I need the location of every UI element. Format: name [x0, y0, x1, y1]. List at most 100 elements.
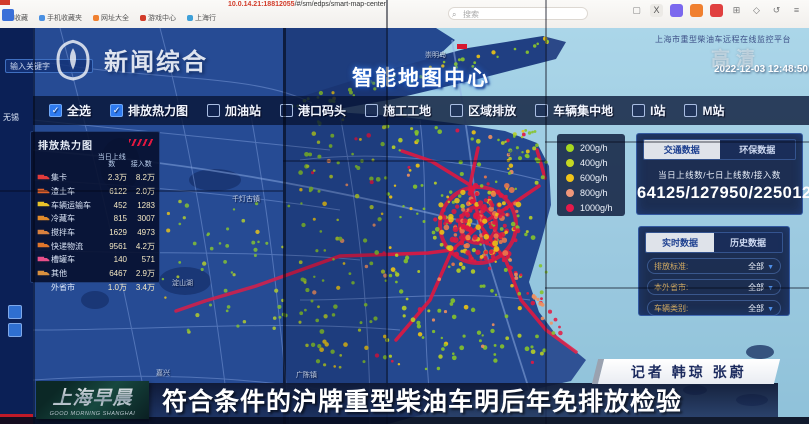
truck-icon: [35, 174, 51, 182]
diamond-icon[interactable]: ◇: [753, 5, 760, 15]
tab-环保数据[interactable]: 环保数据: [719, 140, 795, 159]
bookmark-icon: [93, 15, 99, 21]
filter-港口码头[interactable]: 港口码头: [280, 102, 346, 119]
reader-mode-icon[interactable]: ▢: [632, 5, 641, 15]
heat-ring-outer: [438, 185, 518, 265]
chevron-down-icon: ▼: [767, 305, 774, 313]
checkbox-icon[interactable]: [365, 104, 379, 117]
channel-logo-icon: [56, 39, 90, 81]
map-scale-label: 400: [508, 149, 522, 158]
truck-icon: [35, 242, 51, 251]
emission-legend: 200g/h 400g/h 600g/h 800g/h 1000g/h: [557, 134, 625, 216]
filter-M站[interactable]: M站: [684, 102, 724, 119]
checkbox-icon[interactable]: [535, 104, 549, 117]
legend-item: 200g/h: [566, 140, 625, 155]
legend-item: 1000g/h: [566, 200, 625, 215]
map-center-title: 智能地图中心: [352, 67, 490, 90]
vehicle-row-渣土车[interactable]: 渣土车 6122 2.0万: [35, 185, 156, 199]
island-marker: [457, 44, 467, 49]
truck-icon: [35, 215, 51, 223]
legend-swatch: [566, 188, 574, 197]
extension-shield-icon[interactable]: [690, 4, 703, 17]
filter-I站[interactable]: I站: [632, 102, 665, 119]
checkbox-icon[interactable]: ✓: [49, 104, 62, 117]
vehicle-row-搅拌车[interactable]: 搅拌车 1629 4973: [35, 226, 156, 240]
checkbox-icon[interactable]: [450, 104, 464, 117]
vehicle-row-冷藏车[interactable]: 冷藏车 815 3007: [35, 212, 156, 226]
vehicle-row-外省市[interactable]: 外省市 1.0万 3.4万: [51, 282, 155, 292]
bookmark-icon: [187, 15, 193, 21]
vehicle-row-槽罐车[interactable]: 槽罐车 140 571: [35, 253, 156, 267]
browser-search-box[interactable]: 搜索: [448, 7, 588, 21]
dropdown-排放标准:[interactable]: 排放标准: 全部 ▼: [647, 258, 781, 274]
truck-icon: [35, 188, 51, 196]
bookmark-item[interactable]: 上海行: [187, 13, 216, 23]
filter-施工工地[interactable]: 施工工地: [365, 102, 431, 119]
vehicle-row-快递物流[interactable]: 快递物流 9561 4.2万: [35, 239, 156, 253]
map-label-广陈镇: 广陈镇: [296, 372, 317, 379]
legend-swatch: [566, 173, 574, 182]
checkbox-icon[interactable]: [684, 104, 698, 117]
bookmark-item[interactable]: 游戏中心: [140, 13, 176, 23]
legend-swatch: [566, 143, 574, 152]
truck-icon: [35, 256, 51, 264]
datetime-label: 2022-12-03 12:48:50: [714, 64, 808, 75]
chongming-island: [287, 36, 566, 112]
city-label: 无锡: [3, 113, 19, 122]
tab-实时数据[interactable]: 实时数据: [646, 233, 714, 252]
legend-swatch: [566, 158, 574, 167]
extension-purple-icon[interactable]: [670, 4, 683, 17]
vehicle-row-其他[interactable]: 其他 6467 2.9万: [35, 267, 156, 281]
tab-历史数据[interactable]: 历史数据: [714, 233, 782, 252]
checkbox-icon[interactable]: [632, 104, 646, 117]
show-logo-cn: 上海早晨: [52, 383, 132, 410]
layer-filter-bar: ✓ 全选 ✓ 排放热力图 加油站 港口码头 施工工地 区域排放 车辆集中地 I站 M站: [33, 96, 809, 125]
dropdown-本外省市:[interactable]: 本外省市: 全部 ▼: [647, 279, 781, 295]
traffic-caption: 当日上线数/七日上线数/接入数: [658, 170, 781, 180]
filter-全选[interactable]: ✓ 全选: [49, 102, 91, 119]
checkbox-icon[interactable]: ✓: [110, 104, 124, 117]
bookmark-item[interactable]: 手机收藏夹: [39, 13, 82, 23]
filter-车辆集中地[interactable]: 车辆集中地: [535, 102, 613, 119]
filter-区域排放[interactable]: 区域排放: [450, 102, 516, 119]
hd-badge: 高清: [711, 49, 762, 70]
address-bar[interactable]: 10.0.14.21:18812055/#/sm/edps/smart-map-…: [228, 1, 386, 8]
mainland: [33, 28, 586, 424]
taskbar-app-icon[interactable]: [2, 9, 14, 21]
map-zoom-out-button[interactable]: [8, 323, 22, 337]
adjacent-screen: 无锡: [0, 28, 33, 424]
extension-red-icon[interactable]: [710, 4, 723, 17]
tab-交通数据[interactable]: 交通数据: [644, 140, 720, 159]
bookmark-item[interactable]: 网址大全: [93, 13, 129, 23]
traffic-data-panel: 交通数据 环保数据 当日上线数/七日上线数/接入数 64125/127950/22…: [636, 133, 809, 215]
chevron-down-icon: ▼: [767, 284, 774, 292]
vehicle-row-车辆运输车[interactable]: 车辆运输车 452 1283: [35, 198, 156, 212]
filter-排放热力图[interactable]: ✓ 排放热力图: [110, 102, 188, 119]
browser-tab-accent: [0, 0, 10, 5]
emission-heat-panel: 排放热力图 当日上线数 接入数 集卡 2.3万 8.2万 渣土车 6122 2.0万 车辆运输车…: [30, 131, 160, 292]
col-header-total: 接入数: [130, 161, 152, 168]
heat-panel-decoration: [129, 139, 153, 146]
menu-icon[interactable]: ≡: [793, 5, 800, 15]
map-label-千灯古镇: 千灯古镇: [232, 196, 260, 203]
realtime-data-panel: 实时数据 历史数据 排放标准: 全部 ▼ 本外省市: 全部 ▼ 车辆类别: 全部 ▼: [638, 226, 790, 316]
map-label-崇明岛: 崇明岛: [425, 52, 446, 59]
channel-watermark-text: 新闻综合: [104, 48, 208, 76]
map-zoom-in-button[interactable]: [8, 305, 22, 319]
platform-title: 上海市重型柴油车远程在线监控平台: [655, 35, 791, 44]
bookmark-icon: [39, 15, 45, 21]
vehicle-row-集卡[interactable]: 集卡 2.3万 8.2万: [35, 171, 156, 185]
bottom-strip: [0, 417, 809, 424]
headline-banner: 符合条件的沪牌重型柴油车明后年免排放检验: [148, 383, 778, 417]
checkbox-icon[interactable]: [207, 104, 221, 117]
undo-icon[interactable]: ↺: [772, 5, 781, 15]
dropdown-车辆类别:[interactable]: 车辆类别: 全部 ▼: [647, 300, 781, 316]
extension-x-icon[interactable]: X: [650, 4, 663, 17]
bookmark-icon: [140, 15, 146, 21]
col-header-today: 当日上线数: [97, 153, 126, 169]
checkbox-icon[interactable]: [280, 104, 294, 117]
filter-加油站[interactable]: 加油站: [207, 102, 261, 119]
apps-grid-icon[interactable]: ⊞: [732, 5, 741, 15]
channel-watermark: 新闻综合: [50, 36, 208, 82]
